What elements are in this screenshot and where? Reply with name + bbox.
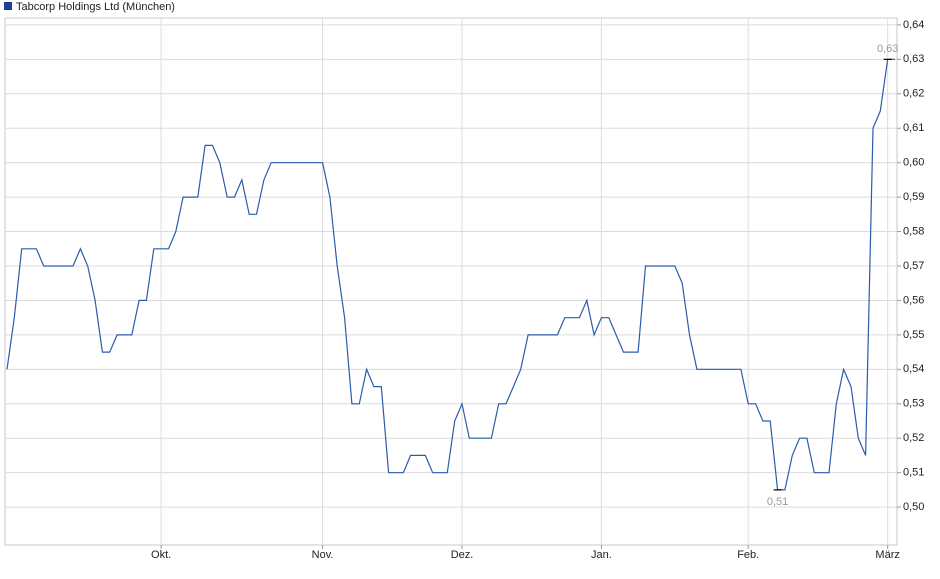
data-label: 0,51 <box>767 496 788 508</box>
x-tick-label: Jan. <box>591 549 612 561</box>
legend-swatch <box>4 2 12 10</box>
legend-label: Tabcorp Holdings Ltd (München) <box>16 1 175 13</box>
x-tick-label: Okt. <box>151 549 171 561</box>
y-tick-label: 0,57 <box>903 260 924 272</box>
y-tick-label: 0,50 <box>903 501 924 513</box>
x-tick-label: Dez. <box>451 549 474 561</box>
x-tick-label: März <box>875 549 899 561</box>
y-tick-label: 0,61 <box>903 122 924 134</box>
x-tick-label: Feb. <box>737 549 759 561</box>
x-tick-label: Nov. <box>312 549 334 561</box>
y-tick-label: 0,53 <box>903 398 924 410</box>
y-tick-label: 0,64 <box>903 19 924 31</box>
y-tick-label: 0,59 <box>903 191 924 203</box>
y-tick-label: 0,63 <box>903 53 924 65</box>
y-tick-label: 0,56 <box>903 294 924 306</box>
y-tick-label: 0,62 <box>903 88 924 100</box>
data-line <box>6 58 895 491</box>
plot-frame <box>4 17 898 546</box>
y-tick-label: 0,51 <box>903 467 924 479</box>
y-tick-label: 0,60 <box>903 157 924 169</box>
y-tick-label: 0,54 <box>903 363 924 375</box>
y-tick-label: 0,52 <box>903 432 924 444</box>
data-label: 0,63 <box>877 43 898 55</box>
y-tick-label: 0,55 <box>903 329 924 341</box>
y-tick-label: 0,58 <box>903 225 924 237</box>
